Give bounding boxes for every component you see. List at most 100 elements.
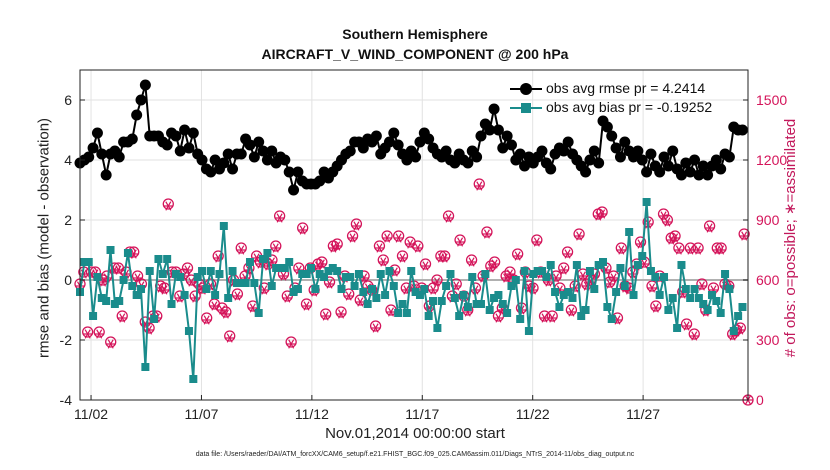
axes-frame [79,69,749,401]
bias-point [524,327,533,335]
bias-point [537,267,546,275]
rmse-point [654,166,666,178]
rmse-point [292,166,304,178]
bias-point [106,246,115,254]
obs-assimilated-marker [270,243,281,253]
bias-point [651,273,660,281]
bias-point [89,312,98,320]
obs-possible-marker [738,228,750,240]
chart-title: Southern Hemisphere [342,26,488,42]
rmse-point [410,151,422,163]
rmse-point [501,130,513,142]
y-tick-label-right: 1200 [756,152,787,168]
obs-possible-marker [335,306,347,318]
obs-assimilated-marker [608,273,619,283]
bias-point [293,285,302,293]
bias-point [128,282,137,290]
rmse-point [484,124,496,136]
y-tick-label-right: 900 [756,212,780,228]
bias-point [180,291,189,299]
bias-point [158,270,167,278]
rmse-point [388,127,400,139]
rmse-point [689,154,701,166]
rmse-point [139,79,151,91]
obs-assimilated-marker [662,217,673,227]
obs-assimilated-marker [512,251,523,261]
obs-possible-marker [369,320,382,332]
rmse-point [187,127,199,139]
rmse-point [257,145,269,157]
rmse-point [702,169,714,181]
tick-layer: 11/02 11/07 11/12 11/17 11/22 11/27 -4 -2 0 2 4 6 0 3… [60,92,788,422]
rmse-point [488,103,500,115]
obs-assimilated-marker [501,273,512,283]
bias-point [232,279,241,287]
bias-point [585,267,594,275]
bias-point [498,300,507,308]
rmse-point [614,151,626,163]
obs-assimilated-marker [351,221,362,231]
y-axis-label-right: # of obs: o=possible; ∗=assimilated [782,118,799,358]
obs-assimilated-marker [455,237,466,247]
obs-possible-marker [680,318,693,330]
bias-point [607,315,616,323]
rmse-point [715,163,727,175]
rmse-point [392,139,404,151]
obs-assimilated-marker [378,257,389,267]
bias-point [276,264,285,272]
obs-possible-marker [565,304,578,316]
bias-point [616,264,625,272]
bias-point [250,279,259,287]
bias-point [590,285,599,293]
obs-possible-marker [688,328,700,340]
rmse-point [196,154,208,166]
bias-point [411,288,420,296]
rmse-point [680,157,692,169]
obs-assimilated-marker [370,323,381,333]
obs-assimilated-marker [224,333,235,343]
bias-point [559,291,568,299]
bias-point [459,291,468,299]
obs-possible-marker [419,258,432,270]
obs-assimilated-marker [566,307,577,317]
x-tick-label: 11/02 [74,406,108,422]
y-tick-label-left: 2 [64,212,72,228]
bias-point [629,291,638,299]
bias-point [415,291,424,299]
rmse-point [471,151,483,163]
obs-possible-marker [558,262,570,274]
bias-point [625,228,634,236]
obs-assimilated-marker [343,291,354,301]
rmse-point [497,142,509,154]
rmse-point [610,142,622,154]
obs-assimilated-marker [393,233,404,243]
x-tick-label: 11/17 [405,406,439,422]
obs-possible-marker [657,208,670,220]
axes-background [80,70,748,400]
bias-point [599,258,608,266]
bias-point [721,270,730,278]
obs-assimilated-marker [355,297,366,307]
bias-point [215,270,224,278]
bias-point [363,300,372,308]
obs-assimilated-marker [374,243,385,253]
rmse-point [505,139,517,151]
rmse-point [370,130,382,142]
obs-possible-marker [661,214,674,226]
rmse-point [357,142,369,154]
bias-point [612,288,621,296]
obs-possible-marker [116,310,128,322]
bias-point [402,309,411,317]
obs-possible-marker [377,254,389,266]
rmse-point [449,157,461,169]
rmse-point [545,163,557,175]
rmse-point [423,133,435,145]
rmse-point [131,109,143,121]
bias-point [80,258,89,266]
bias-point [359,288,368,296]
bias-point [664,306,673,314]
obs-assimilated-marker [489,259,500,269]
obs-assimilated-marker [113,265,124,275]
bias-point [306,264,315,272]
y-tick-label-right: 600 [756,272,780,288]
